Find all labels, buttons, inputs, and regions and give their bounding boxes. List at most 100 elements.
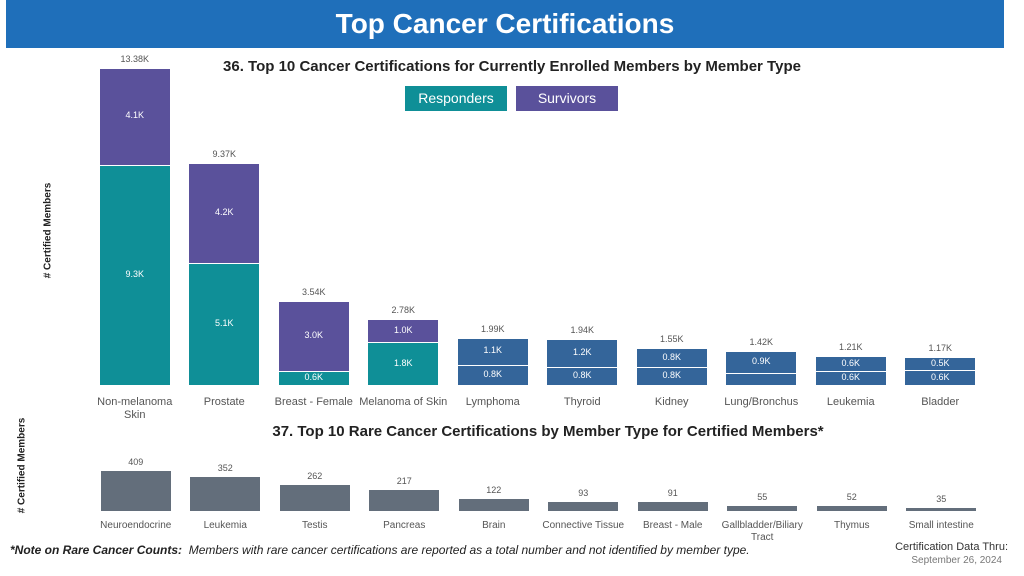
- bar-segment: [905, 357, 976, 371]
- x-tick-label: Leukemia: [203, 520, 247, 531]
- x-tick-label: Neuroendocrine: [100, 520, 172, 531]
- legend-item: Survivors: [516, 86, 618, 111]
- value-label: 93: [578, 487, 589, 498]
- bar-segment: [457, 337, 528, 365]
- footnote-text: Members with rare cancer certifications …: [188, 543, 750, 557]
- segment-label: 0.9K: [751, 356, 771, 367]
- segment-label: 4.2K: [214, 207, 234, 218]
- total-label: 1.94K: [570, 325, 595, 336]
- x-tick-label: Small intestine: [908, 520, 974, 531]
- bar: [727, 505, 798, 511]
- x-tick-label: Gallbladder/Biliary Tract: [721, 520, 803, 543]
- chart-title: 37. Top 10 Rare Cancer Certifications by…: [272, 423, 824, 440]
- segment-label: 5.1K: [214, 318, 234, 329]
- bar-segment: [547, 339, 618, 367]
- bar: [906, 507, 977, 511]
- bar-segment: [815, 370, 886, 385]
- bar: [369, 489, 440, 511]
- segment-label: 1.8K: [393, 357, 413, 368]
- segment-label: 0.8K: [572, 369, 592, 380]
- x-tick-label: Non-melanoma Skin: [97, 396, 173, 421]
- value-label: 122: [486, 485, 502, 496]
- x-tick-label: Prostate: [203, 396, 245, 408]
- value-label: 262: [307, 471, 323, 482]
- bar: [458, 499, 529, 511]
- bar-segment: [726, 372, 797, 385]
- total-label: 13.38K: [120, 54, 150, 64]
- x-tick-label: Breast - Female: [274, 396, 353, 408]
- data-thru-date: September 26, 2024: [911, 555, 1002, 566]
- bar-segment: [368, 319, 439, 343]
- bar: [637, 502, 708, 511]
- banner-title: Top Cancer Certifications: [6, 0, 1004, 48]
- value-label: 409: [128, 457, 144, 467]
- x-tick-label: Melanoma of Skin: [359, 396, 448, 408]
- y-axis-label: # Certified Members: [42, 182, 54, 279]
- x-tick-label: Connective Tissue: [542, 520, 625, 531]
- x-tick-label: Leukemia: [826, 396, 875, 408]
- bar-segment: [99, 164, 170, 385]
- footnote: *Note on Rare Cancer Counts: Members wit…: [10, 543, 750, 557]
- x-tick-label: Lymphoma: [465, 396, 520, 408]
- bar-segment: [905, 370, 976, 385]
- x-tick-label: Testis: [301, 520, 328, 531]
- segment-label: 0.6K: [930, 371, 950, 382]
- bar: [548, 501, 619, 511]
- segment-label: 0.6K: [304, 372, 323, 383]
- value-label: 35: [936, 493, 947, 504]
- bar-segment: [547, 366, 618, 385]
- bar: [190, 476, 261, 511]
- bar-segment: [457, 364, 528, 385]
- total-label: 3.54K: [301, 287, 326, 298]
- segment-label: 9.3K: [125, 268, 144, 279]
- total-label: 1.55K: [659, 334, 684, 345]
- x-tick-label: Thymus: [833, 520, 870, 531]
- bar-segment: [636, 348, 707, 367]
- bar-segment: [189, 163, 260, 264]
- segment-label: 3.0K: [304, 330, 323, 341]
- bar-segment: [278, 301, 349, 372]
- segment-label: 0.8K: [483, 368, 502, 379]
- segment-label: 0.8K: [662, 369, 681, 380]
- bar-segment: [99, 68, 170, 165]
- segment-label: 1.0K: [393, 324, 413, 335]
- value-label: 55: [757, 491, 768, 502]
- total-label: 1.21K: [838, 342, 863, 353]
- y-axis-label: # Certified Members: [16, 417, 28, 514]
- x-tick-label: Bladder: [921, 396, 960, 408]
- x-tick-label: Thyroid: [563, 396, 601, 408]
- segment-label: 0.6K: [841, 357, 860, 368]
- value-label: 91: [667, 488, 678, 499]
- bar-segment: [815, 356, 886, 371]
- segment-label: 1.2K: [572, 347, 592, 358]
- total-label: 9.37K: [212, 149, 237, 159]
- bar-segment: [636, 366, 707, 385]
- total-label: 1.17K: [928, 343, 953, 354]
- value-label: 52: [846, 491, 857, 502]
- bar-segment: [278, 371, 349, 385]
- segment-label: 0.5K: [930, 357, 950, 368]
- x-tick-label: Brain: [482, 520, 506, 531]
- segment-label: 0.6K: [841, 371, 860, 382]
- x-tick-label: Lung/Bronchus: [724, 396, 799, 408]
- value-label: 217: [396, 475, 412, 486]
- value-label: 352: [217, 462, 233, 473]
- data-thru-label: Certification Data Thru:: [895, 541, 1008, 553]
- bar: [816, 505, 887, 511]
- bar: [279, 485, 350, 511]
- x-tick-label: Breast - Male: [643, 520, 703, 531]
- bar-segment: [726, 351, 797, 373]
- bar: [100, 471, 171, 511]
- segment-label: 0.8K: [662, 351, 681, 362]
- x-tick-label: Pancreas: [383, 520, 426, 531]
- chart-title: 36. Top 10 Cancer Certifications for Cur…: [223, 58, 801, 75]
- bar-segment: [368, 342, 439, 385]
- legend-item: Responders: [405, 86, 507, 111]
- bar-segment: [189, 263, 260, 385]
- total-label: 2.78K: [391, 305, 416, 316]
- footnote-label: *Note on Rare Cancer Counts:: [10, 543, 183, 557]
- segment-label: 4.1K: [125, 110, 144, 121]
- total-label: 1.99K: [480, 323, 505, 334]
- x-tick-label: Kidney: [654, 396, 689, 408]
